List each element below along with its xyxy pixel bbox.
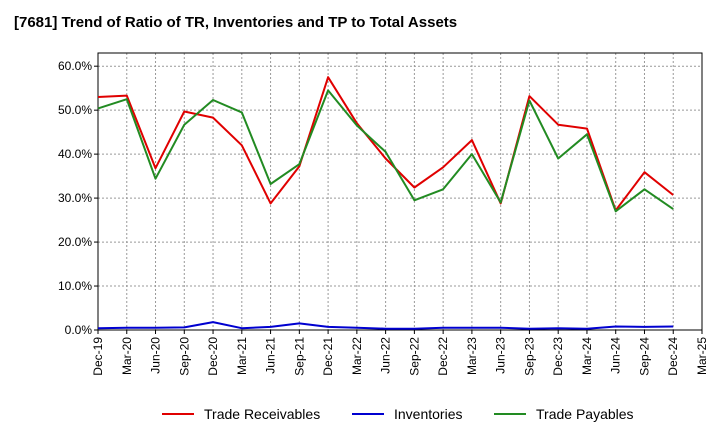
y-tick-label: 20.0% bbox=[58, 235, 92, 249]
y-tick-label: 60.0% bbox=[58, 59, 92, 73]
x-tick-label: Mar-24 bbox=[580, 337, 594, 375]
legend-label-trade-receivables: Trade Receivables bbox=[204, 406, 320, 422]
x-tick-label: Dec-20 bbox=[206, 337, 220, 376]
legend-label-inventories: Inventories bbox=[394, 406, 462, 422]
plot-frame bbox=[97, 52, 703, 331]
series-line-inventories bbox=[97, 321, 674, 330]
x-tick-label: Jun-20 bbox=[149, 337, 163, 374]
x-tick-label: Mar-25 bbox=[695, 337, 709, 375]
y-tick-label: 40.0% bbox=[58, 147, 92, 161]
chart-title: [7681] Trend of Ratio of TR, Inventories… bbox=[14, 14, 458, 31]
x-tick-label: Dec-19 bbox=[91, 337, 105, 376]
legend-label-trade-payables: Trade Payables bbox=[536, 406, 634, 422]
x-tick-label: Dec-22 bbox=[436, 337, 450, 376]
y-tick-label: 0.0% bbox=[65, 323, 93, 337]
x-tick-label: Mar-20 bbox=[120, 337, 134, 375]
x-tick-label: Sep-23 bbox=[522, 337, 536, 376]
y-tick-label: 30.0% bbox=[58, 191, 92, 205]
x-tick-label: Dec-24 bbox=[666, 337, 680, 376]
x-tick-label: Jun-22 bbox=[379, 337, 393, 374]
y-tick-label: 50.0% bbox=[58, 103, 92, 117]
x-tick-label: Mar-22 bbox=[350, 337, 364, 375]
x-tick-label: Sep-24 bbox=[637, 337, 651, 376]
x-tick-label: Jun-24 bbox=[609, 337, 623, 374]
x-tick-label: Mar-23 bbox=[465, 337, 479, 375]
x-tick-label: Jun-21 bbox=[264, 337, 278, 374]
x-tick-label: Sep-20 bbox=[177, 337, 191, 376]
x-tick-label: Sep-22 bbox=[407, 337, 421, 376]
series-line-trade-payables bbox=[97, 89, 674, 213]
x-tick-label: Jun-23 bbox=[494, 337, 508, 374]
x-tick-label: Mar-21 bbox=[235, 337, 249, 375]
y-tick-label: 10.0% bbox=[58, 279, 92, 293]
series-line-trade-receivables bbox=[97, 76, 674, 212]
x-tick-label: Dec-23 bbox=[551, 337, 565, 376]
x-tick-label: Sep-21 bbox=[292, 337, 306, 376]
x-tick-label: Dec-21 bbox=[321, 337, 335, 376]
